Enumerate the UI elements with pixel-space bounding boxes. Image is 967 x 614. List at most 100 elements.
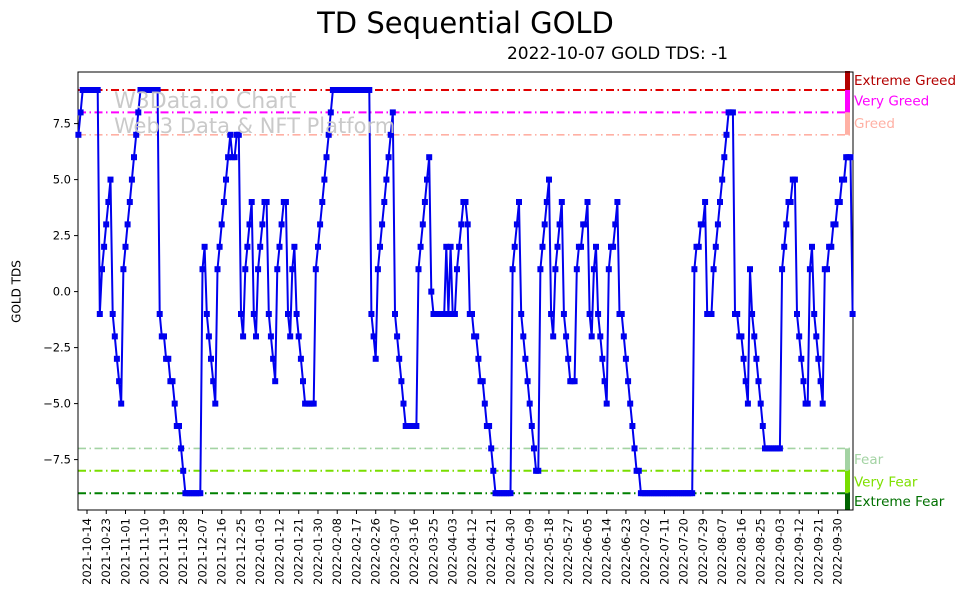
series-marker: [811, 311, 818, 317]
series-marker: [464, 221, 471, 228]
y-tick-label: 5.0: [53, 173, 71, 187]
series-marker: [605, 266, 612, 273]
series-marker: [445, 311, 452, 317]
series-marker: [287, 333, 294, 340]
series-marker: [749, 311, 756, 317]
series-marker: [560, 311, 567, 317]
x-tick-label: 2022-08-16: [734, 518, 748, 585]
series-marker: [573, 266, 580, 273]
series-marker: [285, 311, 291, 317]
series-marker: [554, 243, 561, 250]
x-tick-label: 2022-01-12: [272, 518, 286, 585]
series-marker: [227, 131, 234, 138]
series-marker: [255, 266, 262, 273]
series-marker: [548, 311, 555, 317]
series-marker: [156, 311, 163, 317]
series-marker: [278, 221, 285, 228]
series-marker: [627, 400, 634, 407]
series-marker: [248, 199, 255, 205]
series-marker: [94, 87, 101, 93]
x-tick-label: 2021-10-23: [99, 518, 113, 585]
series-marker: [815, 355, 822, 362]
series-marker: [488, 445, 495, 452]
series-marker: [759, 423, 766, 429]
x-tick-label: 2022-09-30: [831, 518, 845, 585]
x-tick-label: 2022-08-25: [754, 518, 768, 585]
series-marker: [824, 266, 830, 273]
x-tick-label: 2022-03-25: [426, 518, 440, 585]
series-marker: [270, 355, 277, 362]
series-marker: [779, 266, 786, 273]
x-tick-label: 2021-12-16: [215, 518, 229, 585]
series-marker: [135, 109, 142, 116]
y-tick-label: 2.5: [53, 229, 71, 243]
series-marker: [368, 311, 375, 317]
series-marker: [235, 131, 242, 138]
series-marker: [552, 266, 559, 273]
chart-subtitle: 2022-10-07 GOLD TDS: -1: [506, 44, 729, 64]
series-marker: [257, 243, 264, 250]
series-marker: [113, 355, 120, 362]
series-marker: [757, 400, 764, 407]
series-marker: [781, 243, 788, 250]
level-bar-fear: [845, 448, 850, 471]
series-marker: [614, 199, 621, 205]
x-tick-label: 2022-04-21: [484, 518, 498, 585]
x-tick-label: 2022-08-07: [715, 518, 729, 585]
x-tick-label: 2022-06-23: [619, 518, 633, 585]
x-tick-label: 2022-01-30: [311, 518, 325, 585]
series-marker: [588, 333, 595, 340]
series-marker: [327, 109, 334, 116]
watermark-line-1: W3Data.io Chart: [114, 89, 297, 114]
x-tick-label: 2022-09-03: [773, 518, 787, 585]
series-marker: [740, 355, 747, 362]
series-marker: [744, 400, 751, 407]
series-marker: [259, 221, 266, 228]
series-marker: [710, 266, 717, 273]
series-marker: [297, 355, 304, 362]
series-marker: [293, 311, 300, 317]
series-marker: [819, 400, 826, 407]
x-tick-label: 2022-05-27: [561, 518, 575, 585]
y-tick-label: 7.5: [53, 117, 71, 131]
series-marker: [712, 243, 719, 250]
level-bar-very-greed: [845, 90, 850, 113]
series-marker: [103, 221, 110, 228]
series-marker: [582, 221, 589, 228]
level-label-very-greed: Very Greed: [854, 94, 929, 110]
series-marker: [454, 266, 460, 273]
x-tick-label: 2021-12-07: [195, 518, 209, 585]
series-marker: [458, 221, 465, 228]
series-marker: [214, 266, 221, 273]
series-marker: [246, 221, 253, 228]
series-marker: [742, 378, 749, 385]
series-marker: [603, 400, 610, 407]
series-marker: [629, 423, 636, 429]
series-marker: [691, 266, 698, 273]
series-marker: [223, 176, 229, 183]
series-marker: [116, 378, 123, 385]
series-marker: [714, 221, 721, 228]
level-label-fear: Fear: [854, 452, 884, 468]
series-marker: [210, 378, 217, 385]
series-marker: [379, 221, 386, 228]
series-marker: [265, 311, 272, 317]
series-marker: [289, 266, 296, 273]
series-marker: [610, 243, 617, 250]
series-marker: [520, 333, 527, 340]
series-marker: [216, 243, 223, 250]
series-marker: [443, 243, 450, 250]
series-marker: [101, 243, 108, 250]
series-marker: [218, 221, 225, 228]
series-marker: [396, 355, 403, 362]
series-marker: [806, 266, 813, 273]
series-marker: [791, 176, 798, 183]
series-marker: [513, 221, 520, 228]
series-marker: [699, 221, 706, 228]
series-marker: [370, 333, 377, 340]
series-marker: [721, 154, 728, 161]
x-tick-label: 2022-04-30: [503, 518, 517, 585]
series-marker: [398, 378, 405, 385]
series-marker: [161, 333, 167, 340]
series-marker: [238, 311, 244, 317]
